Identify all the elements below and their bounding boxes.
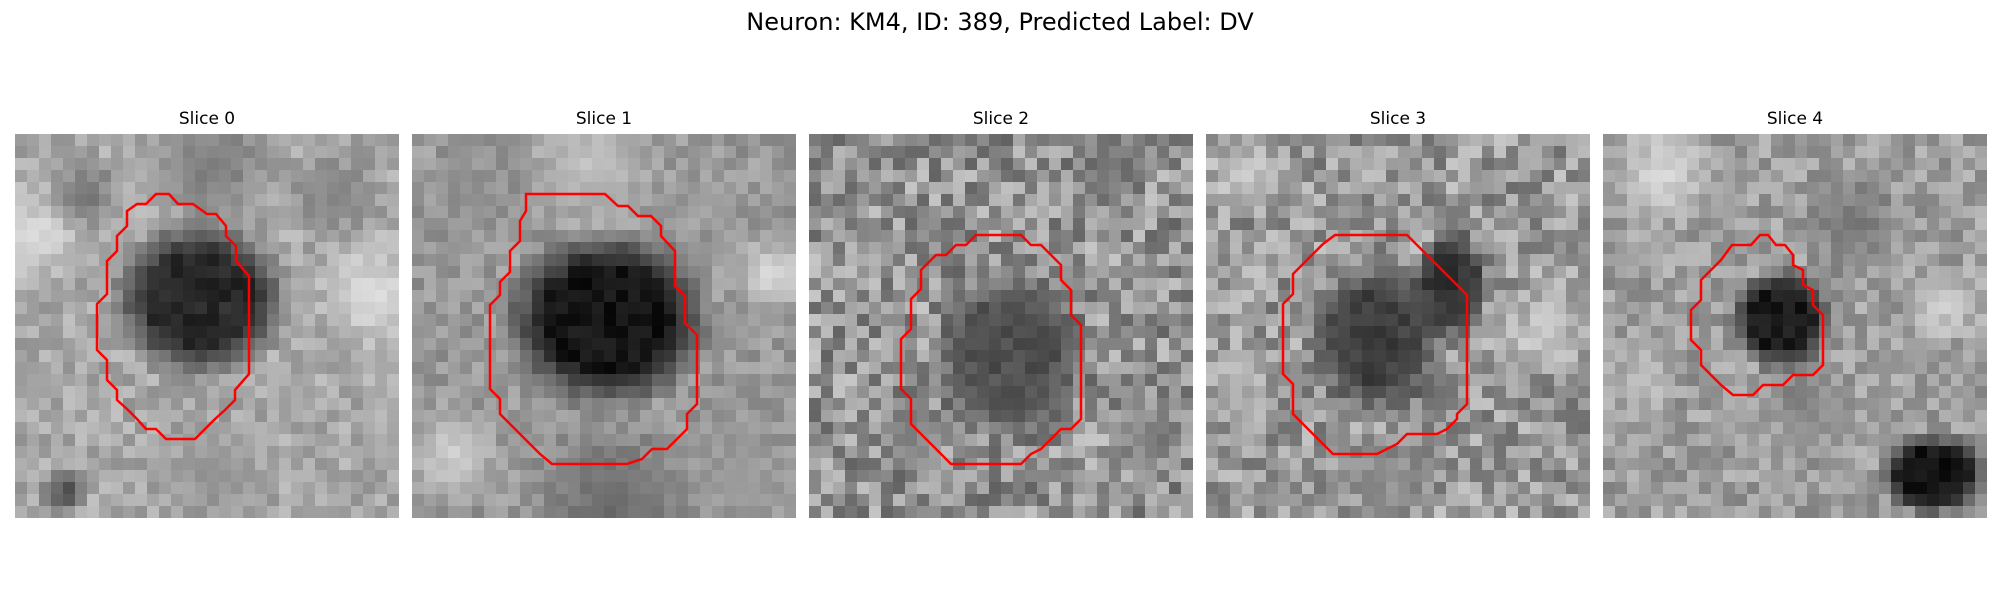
slice-image-4 xyxy=(1603,134,1987,518)
slice-image-1 xyxy=(412,134,796,518)
pixel-grid-2 xyxy=(809,134,1193,518)
neuron-contour-1 xyxy=(488,192,699,466)
slice-image-2 xyxy=(809,134,1193,518)
neuron-contour-3 xyxy=(1281,233,1469,456)
pixel-grid-0 xyxy=(15,134,399,518)
neuron-contour-4 xyxy=(1689,233,1825,397)
slice-title-4: Slice 4 xyxy=(1766,109,1824,129)
slice-panel-3: Slice 3 xyxy=(1206,108,1590,518)
slice-panel-0: Slice 0 xyxy=(15,108,399,518)
slice-image-3 xyxy=(1206,134,1590,518)
slice-title-0: Slice 0 xyxy=(178,109,236,129)
figure-title: Neuron: KM4, ID: 389, Predicted Label: D… xyxy=(746,8,1254,36)
pixel-grid-3 xyxy=(1206,134,1590,518)
neuron-contour-0 xyxy=(95,192,251,441)
slice-title-2: Slice 2 xyxy=(972,109,1030,129)
slice-panel-2: Slice 2 xyxy=(809,108,1193,518)
slice-panel-4: Slice 4 xyxy=(1603,108,1987,518)
pixel-grid-4 xyxy=(1603,134,1987,518)
slice-panel-1: Slice 1 xyxy=(412,108,796,518)
neuron-contour-2 xyxy=(899,233,1083,466)
pixel-grid-1 xyxy=(412,134,796,518)
slice-image-0 xyxy=(15,134,399,518)
slice-title-3: Slice 3 xyxy=(1369,109,1427,129)
slice-title-1: Slice 1 xyxy=(575,109,633,129)
